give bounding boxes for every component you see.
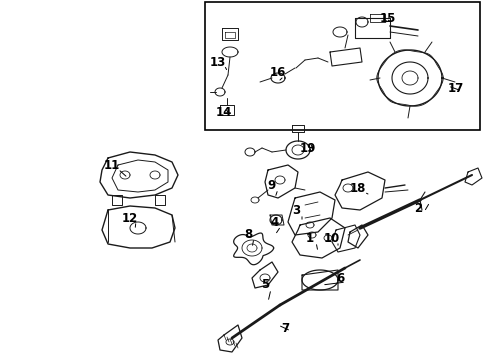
Text: 18: 18 — [350, 181, 366, 194]
Text: 7: 7 — [281, 321, 289, 334]
Polygon shape — [292, 145, 304, 155]
Bar — [205, 2, 480, 130]
Polygon shape — [302, 270, 338, 290]
Text: 9: 9 — [268, 179, 276, 192]
Polygon shape — [226, 339, 234, 345]
Polygon shape — [275, 176, 285, 184]
Text: 6: 6 — [336, 271, 344, 284]
Polygon shape — [260, 274, 270, 282]
Polygon shape — [308, 232, 316, 238]
Text: 2: 2 — [414, 202, 422, 215]
Text: 19: 19 — [300, 141, 316, 154]
Polygon shape — [120, 171, 130, 179]
Text: 12: 12 — [122, 212, 138, 225]
Polygon shape — [343, 184, 353, 192]
Text: 8: 8 — [244, 228, 252, 240]
Text: 16: 16 — [270, 66, 286, 78]
Text: 14: 14 — [216, 105, 232, 118]
Text: 10: 10 — [324, 231, 340, 244]
Polygon shape — [242, 240, 262, 256]
Text: 13: 13 — [210, 55, 226, 68]
Polygon shape — [150, 171, 160, 179]
Text: 17: 17 — [448, 81, 464, 95]
Text: 11: 11 — [104, 158, 120, 171]
Text: 15: 15 — [380, 12, 396, 24]
Polygon shape — [130, 222, 146, 234]
Polygon shape — [324, 235, 332, 241]
Polygon shape — [306, 222, 314, 228]
Text: 5: 5 — [261, 279, 269, 292]
Text: 3: 3 — [292, 203, 300, 216]
Text: 1: 1 — [306, 231, 314, 244]
Text: 4: 4 — [271, 216, 279, 229]
